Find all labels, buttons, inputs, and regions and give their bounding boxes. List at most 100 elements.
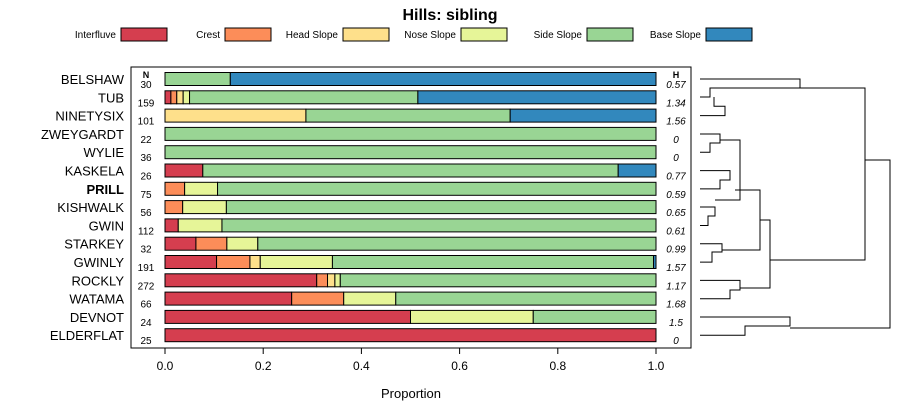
dendrogram-branch	[700, 316, 791, 336]
bar-segment-side-slope	[189, 90, 419, 105]
n-value: 30	[140, 80, 152, 91]
dendrogram-branch	[700, 78, 801, 98]
site-label: WYLIE	[84, 145, 125, 160]
dendrogram-branch	[700, 170, 731, 190]
legend-label-interfluve: Interfluve	[75, 30, 117, 41]
bar-segment-base-slope	[617, 163, 657, 178]
legend-swatch-base-slope	[705, 27, 753, 42]
row-prill: PRILL 75 0.59	[86, 181, 686, 201]
h-value: 1.5	[669, 318, 683, 329]
bar-segment-side-slope	[305, 108, 511, 123]
n-value: 75	[140, 190, 152, 201]
legend-swatch-interfluve	[120, 27, 168, 42]
bar-segment-crest	[195, 236, 228, 251]
dendrogram-branch	[700, 279, 741, 300]
bar-segment-side-slope	[164, 126, 657, 141]
x-tick-label: 0.2	[255, 359, 272, 373]
bar-segment-crest	[164, 181, 186, 196]
bar-segment-interfluve	[164, 328, 657, 343]
n-value: 22	[140, 135, 152, 146]
bar-segment-base-slope	[509, 108, 657, 123]
bar-segment-side-slope	[164, 145, 657, 160]
site-label: KASKELA	[65, 164, 125, 179]
x-tick-label: 0.0	[157, 359, 174, 373]
bar-segment-side-slope	[395, 291, 657, 306]
bar-segment-side-slope	[532, 309, 657, 324]
site-label: STARKEY	[64, 237, 124, 252]
dendrogram-branch	[700, 206, 716, 226]
n-value: 32	[140, 245, 152, 256]
chart-title: Hills: sibling	[402, 7, 497, 24]
bar-segment-interfluve	[164, 236, 197, 251]
n-value: 112	[138, 226, 154, 237]
h-value: 1.68	[666, 300, 686, 311]
site-label: NINETYSIX	[55, 109, 124, 124]
n-value: 66	[140, 300, 152, 311]
legend-swatch-crest	[224, 27, 272, 42]
h-value: 0	[673, 153, 679, 164]
bar-segment-side-slope	[225, 200, 657, 215]
dendrogram-branch	[722, 189, 761, 251]
bar-segment-side-slope	[331, 255, 655, 269]
x-tick-label: 0.4	[353, 359, 370, 373]
h-value: 1.57	[666, 263, 686, 274]
legend-label-side-slope: Side Slope	[534, 30, 583, 41]
n-value: 25	[140, 336, 152, 347]
bar-segment-interfluve	[164, 255, 218, 269]
n-value: 101	[138, 117, 155, 128]
row-tub: TUB 159 1.34	[98, 90, 686, 109]
site-label: TUB	[98, 90, 124, 105]
bar-segment-side-slope	[202, 163, 619, 178]
x-tick-label: 0.6	[451, 359, 468, 373]
row-watama: WATAMA 66 1.68	[69, 291, 686, 311]
bar-segment-nose-slope	[334, 273, 341, 288]
row-wylie: WYLIE 36 0	[84, 145, 679, 164]
bar-segment-side-slope	[339, 273, 657, 288]
dendrogram-branch	[700, 243, 723, 263]
n-value: 24	[140, 318, 152, 329]
bar-segment-nose-slope	[343, 291, 397, 306]
bar-segment-nose-slope	[184, 181, 219, 196]
bar-segment-head-slope	[327, 273, 336, 288]
h-value: 0.65	[666, 208, 686, 219]
x-tick-label: 1.0	[648, 359, 665, 373]
bar-segment-crest	[216, 255, 251, 269]
bar-segment-interfluve	[164, 309, 411, 324]
site-label: DEVNOT	[70, 310, 124, 325]
site-label: ELDERFLAT	[50, 328, 124, 343]
legend-label-nose-slope: Nose Slope	[404, 30, 456, 41]
bar-segment-crest	[291, 291, 345, 306]
n-value: 159	[138, 98, 155, 109]
row-zweygardt: ZWEYGARDT 22 0	[41, 127, 679, 146]
bar-segment-interfluve	[164, 163, 204, 178]
site-label: BELSHAW	[61, 72, 125, 87]
row-kishwalk: KISHWALK 56 0.65	[57, 200, 686, 219]
bar-segment-base-slope	[417, 90, 657, 105]
bar-segment-crest	[316, 273, 329, 288]
row-gwinly: GWINLY 191 1.57	[74, 255, 686, 274]
h-value: 1.17	[666, 281, 686, 292]
x-axis-title: Proportion	[381, 386, 441, 401]
site-label: PRILL	[86, 182, 124, 197]
bar-segment-base-slope	[653, 255, 657, 269]
n-value: 56	[140, 208, 152, 219]
row-kaskela: KASKELA 26 0.77	[65, 163, 686, 183]
legend-swatch-side-slope	[586, 27, 634, 42]
bar-segment-interfluve	[164, 291, 293, 306]
h-value: 0.61	[666, 226, 685, 237]
bar-segment-head-slope	[164, 108, 307, 123]
dendrogram-branch	[770, 87, 866, 261]
site-label: GWINLY	[74, 255, 125, 270]
h-value: 1.34	[666, 98, 686, 109]
bar-segment-side-slope	[257, 236, 657, 251]
bar-segment-nose-slope	[182, 200, 227, 215]
bar-segment-interfluve	[164, 273, 318, 288]
h-value: 1.56	[666, 117, 686, 128]
dendrogram-branch	[790, 159, 891, 329]
bar-segment-head-slope	[249, 255, 261, 269]
h-column-header: H	[673, 70, 680, 80]
bar-segment-side-slope	[221, 218, 657, 233]
bar-segment-nose-slope	[182, 90, 191, 105]
